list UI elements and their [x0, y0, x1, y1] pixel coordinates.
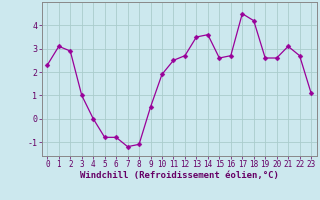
- X-axis label: Windchill (Refroidissement éolien,°C): Windchill (Refroidissement éolien,°C): [80, 171, 279, 180]
